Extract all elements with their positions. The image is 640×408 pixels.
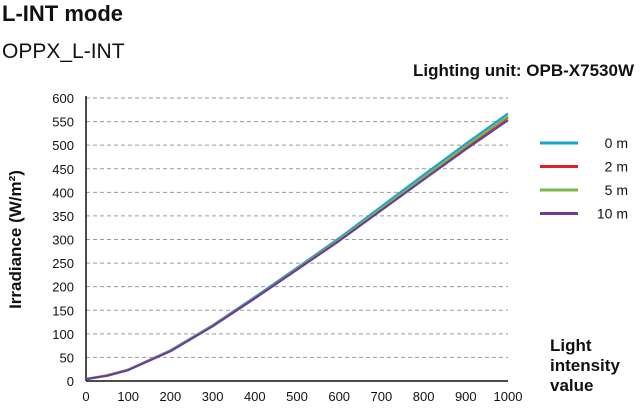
series-line-5-m xyxy=(85,115,509,381)
x-tick-label: 800 xyxy=(413,389,435,404)
y-tick-label: 250 xyxy=(52,256,74,271)
x-axis-label: Light intensity value xyxy=(550,336,620,395)
series-line-2-m xyxy=(85,116,509,381)
chart-title: L-INT mode xyxy=(2,1,123,26)
x-tick-label: 500 xyxy=(286,389,308,404)
y-tick-label: 0 xyxy=(67,374,74,389)
legend-label: 0 m xyxy=(605,135,628,151)
y-tick-label: 600 xyxy=(52,91,74,106)
legend-label: 5 m xyxy=(605,182,628,198)
y-tick-label: 200 xyxy=(52,280,74,295)
x-tick-label: 400 xyxy=(244,389,266,404)
y-tick-label: 100 xyxy=(52,327,74,342)
x-tick-label: 1000 xyxy=(494,389,523,404)
y-tick-label: 400 xyxy=(52,185,74,200)
x-tick-label: 100 xyxy=(117,389,139,404)
y-tick-label: 550 xyxy=(52,115,74,130)
x-tick-label: 700 xyxy=(371,389,393,404)
series-line-0-m xyxy=(85,112,509,381)
y-tick-label: 500 xyxy=(52,138,74,153)
y-tick-label: 300 xyxy=(52,233,74,248)
x-tick-label: 200 xyxy=(160,389,182,404)
y-tick-label: 350 xyxy=(52,209,74,224)
y-tick-label: 450 xyxy=(52,162,74,177)
legend-label: 10 m xyxy=(597,206,628,222)
chart-subtitle: OPPX_L-INT xyxy=(2,40,125,63)
x-tick-label: 300 xyxy=(202,389,224,404)
y-tick-label: 150 xyxy=(52,303,74,318)
x-tick-label: 600 xyxy=(328,389,350,404)
legend-label: 2 m xyxy=(605,159,628,175)
y-axis-label: Irradiance (W/m²) xyxy=(6,170,25,309)
x-tick-label: 0 xyxy=(82,389,89,404)
lighting-unit-label: Lighting unit: OPB-X7530W xyxy=(413,61,634,80)
series-line-10-m xyxy=(85,119,509,381)
y-tick-label: 50 xyxy=(60,350,74,365)
x-tick-label: 900 xyxy=(455,389,477,404)
